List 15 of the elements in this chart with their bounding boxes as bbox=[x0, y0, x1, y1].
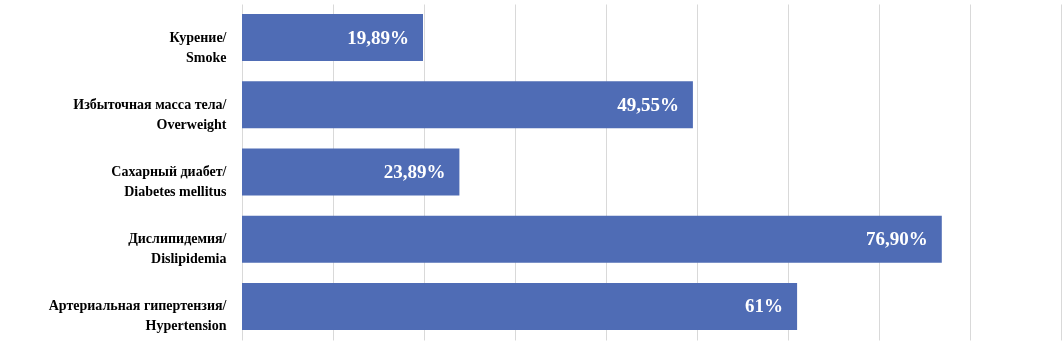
data-label: 49,55% bbox=[617, 93, 679, 115]
data-label: 61% bbox=[745, 295, 784, 317]
bar bbox=[242, 148, 460, 196]
bar bbox=[242, 282, 798, 330]
data-label: 76,90% bbox=[866, 228, 928, 250]
y-tick-label: Артериальная гипертензия/ Hypertension bbox=[48, 298, 228, 334]
bar bbox=[242, 14, 423, 62]
bar bbox=[242, 215, 942, 263]
y-tick-label: Избыточная масса тела/ Overweight bbox=[73, 96, 228, 132]
y-tick-label: Дислипидемия/ Dislipidemia bbox=[128, 231, 228, 267]
data-label: 19,89% bbox=[347, 26, 409, 48]
y-tick-label: Сахарный диабет/ Diabetes mellitus bbox=[111, 164, 228, 199]
y-tick-label: Курение/ Smoke bbox=[169, 29, 228, 65]
bar bbox=[242, 81, 693, 129]
data-label: 23,89% bbox=[383, 161, 446, 182]
